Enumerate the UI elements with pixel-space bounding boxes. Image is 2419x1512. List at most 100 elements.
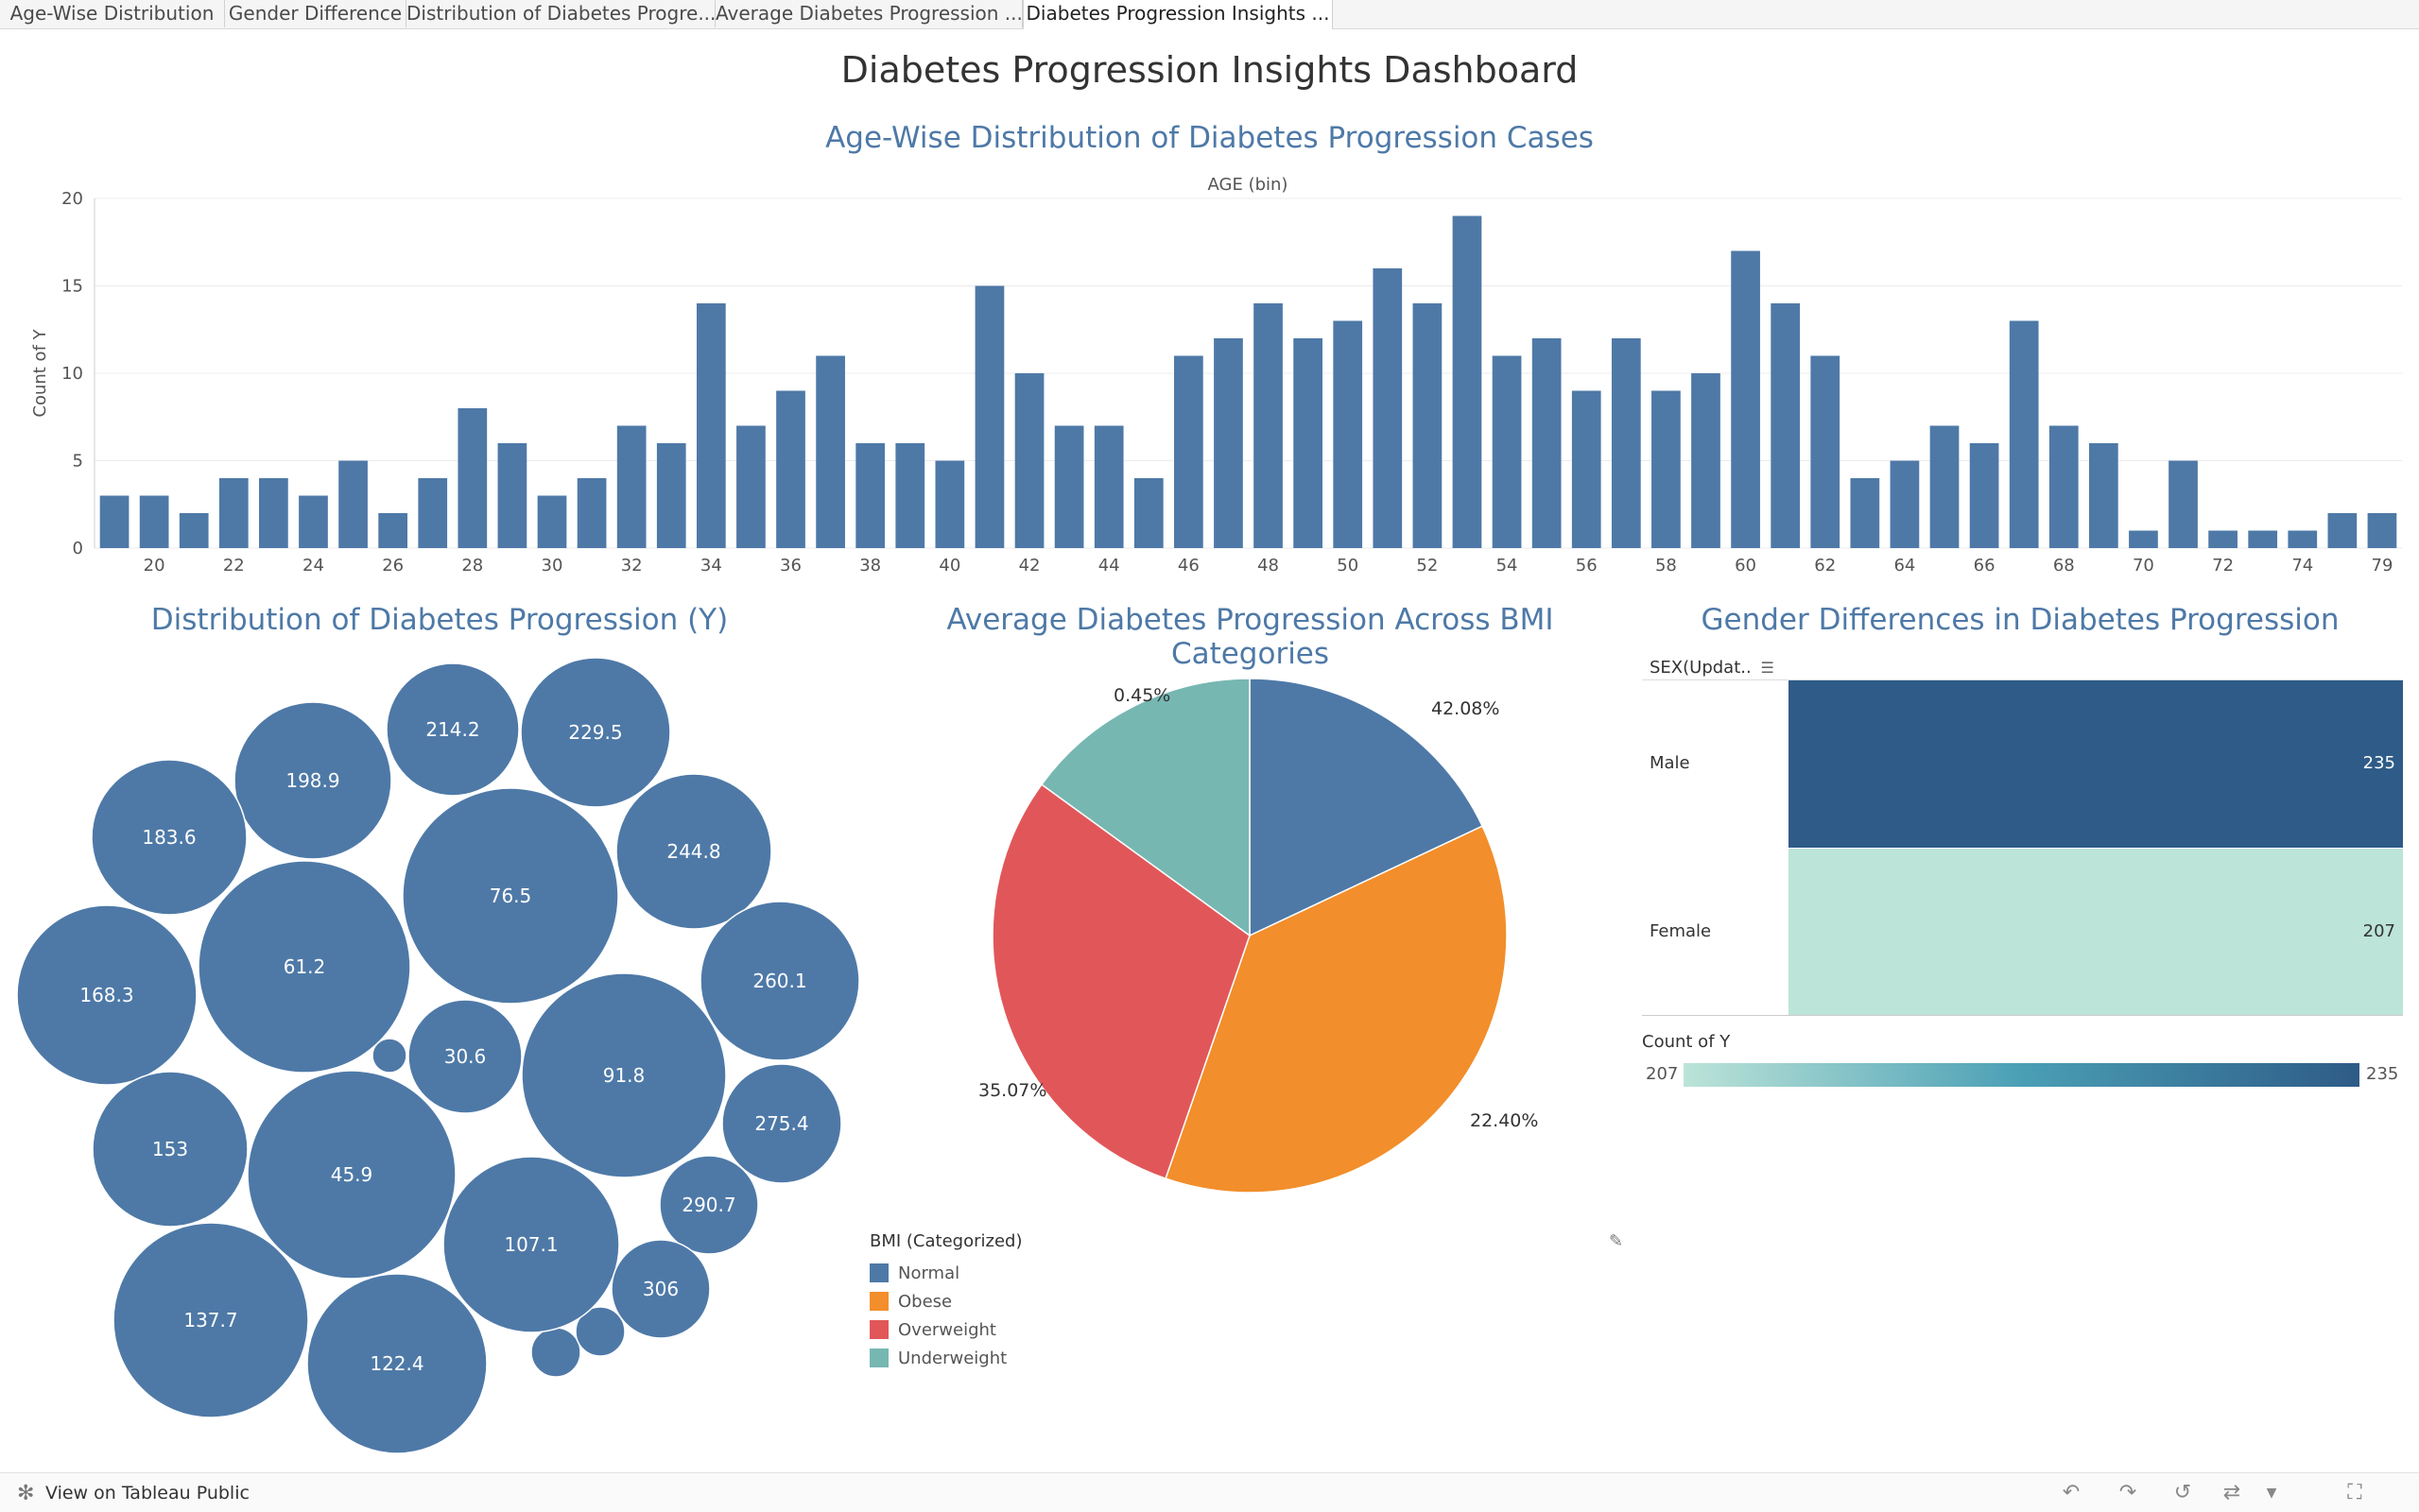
share-dropdown-chevron-icon[interactable]: ▼ — [2266, 1486, 2277, 1501]
age-bar[interactable] — [1174, 355, 1203, 549]
bubble-unlabeled[interactable] — [575, 1306, 626, 1357]
bubble-unlabeled[interactable] — [371, 1038, 407, 1074]
tab-gender-difference[interactable]: Gender Difference — [225, 0, 406, 27]
bubble[interactable] — [16, 904, 198, 1086]
age-bar[interactable] — [2288, 530, 2318, 549]
age-bar[interactable] — [179, 513, 209, 548]
age-bar[interactable] — [1969, 443, 1999, 548]
tab-average-diabetes-progression[interactable]: Average Diabetes Progression ... — [716, 0, 1023, 27]
age-bar[interactable] — [1929, 425, 1960, 549]
age-bar[interactable] — [1531, 338, 1562, 548]
age-bar[interactable] — [1492, 355, 1522, 549]
age-bar[interactable] — [1731, 250, 1760, 549]
bubble[interactable] — [611, 1239, 711, 1339]
age-bar[interactable] — [218, 478, 249, 548]
redo-icon[interactable]: ↷ — [2118, 1481, 2137, 1504]
bubble[interactable] — [721, 1063, 842, 1184]
age-bar[interactable] — [696, 303, 726, 548]
bubble[interactable] — [247, 1070, 457, 1280]
age-bar[interactable] — [338, 460, 368, 549]
age-bar[interactable] — [1412, 303, 1443, 548]
age-bar[interactable] — [656, 443, 686, 548]
age-bar[interactable] — [736, 425, 766, 549]
age-bar[interactable] — [378, 513, 408, 548]
legend-item-underweight[interactable]: Underweight — [870, 1344, 1022, 1372]
bubble[interactable] — [520, 657, 671, 808]
bubble-unlabeled[interactable] — [530, 1327, 581, 1378]
tab-distribution-of-diabetes-progression[interactable]: Distribution of Diabetes Progre... — [406, 0, 716, 27]
age-bar[interactable] — [1054, 425, 1084, 549]
age-bar[interactable] — [1571, 390, 1601, 549]
age-bar[interactable] — [1810, 355, 1840, 549]
bubble[interactable] — [402, 787, 619, 1005]
age-bar[interactable] — [1691, 373, 1720, 548]
age-bar[interactable] — [2168, 460, 2198, 549]
age-bar[interactable] — [1850, 478, 1880, 548]
bubble[interactable] — [306, 1273, 488, 1454]
age-bar[interactable] — [1094, 425, 1124, 549]
age-bar[interactable] — [816, 355, 845, 549]
age-bar[interactable] — [776, 390, 805, 549]
age-bar[interactable] — [2088, 443, 2118, 548]
gender-cell-male[interactable] — [1788, 680, 2403, 848]
bubble[interactable] — [407, 999, 523, 1114]
share-icon[interactable]: ⇄ — [2222, 1481, 2241, 1504]
sex-column-header[interactable]: SEX(Updat.. ☰ — [1650, 658, 1774, 678]
age-bar[interactable] — [299, 495, 328, 549]
age-bar[interactable] — [1014, 373, 1045, 548]
age-bar[interactable] — [855, 443, 886, 548]
age-bar[interactable] — [418, 478, 448, 548]
gender-cell-female[interactable] — [1788, 849, 2403, 1016]
bubble[interactable] — [442, 1156, 620, 1333]
sort-icon[interactable]: ☰ — [1760, 659, 1774, 677]
age-bar[interactable] — [1651, 390, 1681, 549]
age-bar[interactable] — [2009, 320, 2039, 549]
bubble[interactable] — [615, 773, 772, 930]
bubble[interactable] — [521, 972, 727, 1178]
bubble[interactable] — [700, 901, 860, 1061]
age-bar[interactable] — [2208, 530, 2238, 549]
fullscreen-icon[interactable]: ⛶ — [2347, 1481, 2362, 1504]
age-bar[interactable] — [1133, 478, 1164, 548]
edit-pencil-icon[interactable]: ✎ — [1609, 1231, 1624, 1251]
age-bar[interactable] — [1253, 303, 1283, 548]
pie-slice-normal[interactable] — [1249, 678, 1484, 937]
view-on-tableau-public-link[interactable]: View on Tableau Public — [45, 1483, 250, 1503]
bubble[interactable] — [198, 860, 411, 1074]
age-bar[interactable] — [895, 443, 925, 548]
age-bar[interactable] — [1611, 338, 1641, 548]
bubble[interactable] — [386, 662, 520, 797]
age-bar[interactable] — [935, 460, 965, 549]
age-bar[interactable] — [139, 495, 169, 549]
pie-slice-underweight[interactable] — [1040, 678, 1251, 937]
age-bar[interactable] — [1293, 338, 1322, 548]
pie-slice-overweight[interactable] — [992, 783, 1251, 1180]
age-bar[interactable] — [497, 443, 527, 548]
age-bar[interactable] — [975, 285, 1005, 549]
age-bar[interactable] — [2248, 530, 2278, 549]
age-bar[interactable] — [2129, 530, 2158, 549]
bubble[interactable] — [112, 1222, 309, 1418]
tab-diabetes-progression-insights[interactable]: Diabetes Progression Insights ... — [1023, 0, 1333, 29]
bubble[interactable] — [233, 701, 392, 860]
age-bar[interactable] — [577, 478, 607, 548]
pie-slice-obese[interactable] — [1165, 825, 1508, 1194]
age-bar[interactable] — [458, 408, 488, 548]
age-bar[interactable] — [99, 495, 130, 549]
undo-icon[interactable]: ↶ — [2062, 1481, 2081, 1504]
legend-item-normal[interactable]: Normal — [870, 1259, 1022, 1287]
legend-item-overweight[interactable]: Overweight — [870, 1315, 1022, 1344]
revert-icon[interactable]: ↺ — [2173, 1481, 2192, 1504]
bubble[interactable] — [91, 759, 248, 916]
age-bar[interactable] — [1771, 303, 1801, 548]
age-bar[interactable] — [1214, 338, 1243, 548]
age-bar[interactable] — [2048, 425, 2079, 549]
age-bar[interactable] — [1333, 320, 1363, 549]
legend-item-obese[interactable]: Obese — [870, 1287, 1022, 1315]
age-bar[interactable] — [1452, 215, 1482, 549]
age-bar[interactable] — [2367, 513, 2397, 548]
bubble[interactable] — [659, 1155, 759, 1255]
age-bar[interactable] — [259, 478, 288, 548]
bubble[interactable] — [92, 1071, 249, 1228]
age-bar[interactable] — [1890, 460, 1920, 549]
